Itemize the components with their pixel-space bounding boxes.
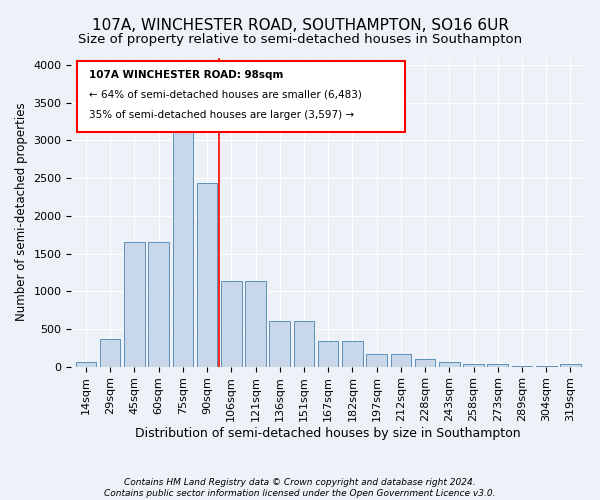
Bar xyxy=(124,242,145,366)
Bar xyxy=(342,342,363,366)
Y-axis label: Number of semi-detached properties: Number of semi-detached properties xyxy=(15,102,28,322)
Bar xyxy=(76,362,96,366)
FancyBboxPatch shape xyxy=(77,60,405,132)
Text: Size of property relative to semi-detached houses in Southampton: Size of property relative to semi-detach… xyxy=(78,32,522,46)
Bar xyxy=(318,342,338,366)
Bar xyxy=(100,340,121,366)
Text: 35% of semi-detached houses are larger (3,597) →: 35% of semi-detached houses are larger (… xyxy=(89,110,355,120)
Bar xyxy=(367,354,387,366)
Bar xyxy=(245,282,266,366)
Bar xyxy=(463,364,484,366)
Bar xyxy=(439,362,460,366)
Bar xyxy=(415,360,436,366)
Bar xyxy=(148,242,169,366)
Bar xyxy=(269,320,290,366)
Bar xyxy=(221,282,242,366)
Text: Contains HM Land Registry data © Crown copyright and database right 2024.
Contai: Contains HM Land Registry data © Crown c… xyxy=(104,478,496,498)
Text: 107A, WINCHESTER ROAD, SOUTHAMPTON, SO16 6UR: 107A, WINCHESTER ROAD, SOUTHAMPTON, SO16… xyxy=(91,18,509,32)
Bar xyxy=(197,182,217,366)
X-axis label: Distribution of semi-detached houses by size in Southampton: Distribution of semi-detached houses by … xyxy=(136,427,521,440)
Bar xyxy=(173,129,193,366)
Text: ← 64% of semi-detached houses are smaller (6,483): ← 64% of semi-detached houses are smalle… xyxy=(89,90,362,100)
Bar xyxy=(391,354,411,366)
Bar xyxy=(293,320,314,366)
Text: 107A WINCHESTER ROAD: 98sqm: 107A WINCHESTER ROAD: 98sqm xyxy=(89,70,284,80)
Bar xyxy=(560,364,581,366)
Bar xyxy=(487,364,508,366)
